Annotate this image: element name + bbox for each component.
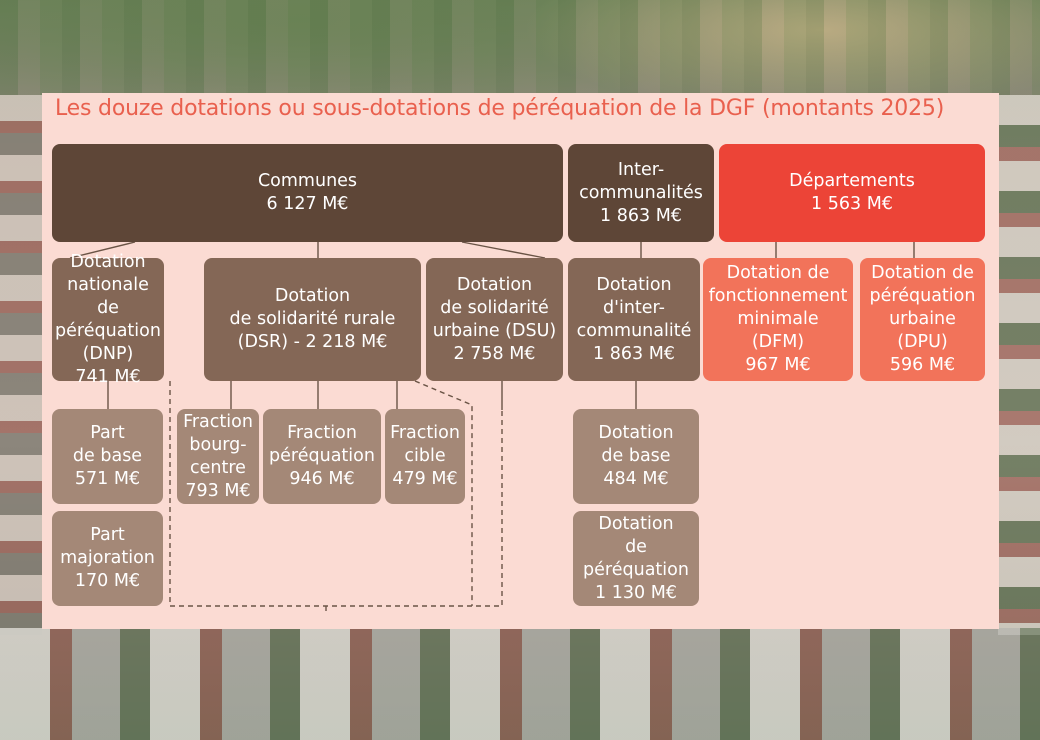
background-rooftops [0,628,1040,740]
dsu-amount: 2 758 M€ [453,343,536,364]
communes-label: Communes [257,171,358,191]
diagram-title: Les douze dotations ou sous-dotations de… [55,96,945,121]
fraction-cible-amount: 479 M€ [392,469,458,489]
dsr-label: Dotation de solidarité rurale (DSR) - 2 … [229,286,396,352]
fraction-cible-box: Fraction cible 479 M€ [385,409,465,504]
departements-label: Départements [789,171,915,191]
communes-box: Communes 6 127 M€ [52,144,563,242]
part-base-box: Part de base 571 M€ [52,409,163,504]
departements-amount: 1 563 M€ [811,194,893,214]
dpu-label: Dotation de péréquation urbaine (DPU) [869,263,976,352]
dsu-box: Dotation de solidarité urbaine (DSU) 2 75… [426,258,563,381]
part-majoration-amount: 170 M€ [74,571,141,591]
departements-box: Départements 1 563 M€ [719,144,985,242]
dotation-base-box: Dotation de base 484 M€ [573,409,699,504]
dfm-amount: 967 M€ [745,355,811,375]
dpu-amount: 596 M€ [889,355,956,375]
dotation-intercommunalite-label: Dotation d'inter- communalité [576,274,692,341]
dotation-base-label: Dotation de base [598,423,674,466]
dfm-box: Dotation de fonctionnement minimale (DFM… [703,258,853,381]
dsu-label: Dotation de solidarité urbaine (DSU) [432,274,557,341]
dnp-label: Dotation nationale de péréquation (DNP) [55,251,161,364]
fraction-bourg-centre-box: Fraction bourg- centre 793 M€ [177,409,259,504]
dsr-box: Dotation de solidarité rurale (DSR) - 2 … [204,258,421,381]
intercommunalites-box: Inter- communalités 1 863 M€ [568,144,714,242]
fraction-bourg-centre-label: Fraction bourg- centre [183,411,253,478]
dfm-label: Dotation de fonctionnement minimale (DFM… [708,263,848,352]
dotation-perequation-amount: 1 130 M€ [595,582,677,603]
fraction-bourg-centre-amount: 793 M€ [185,480,251,501]
dpu-box: Dotation de péréquation urbaine (DPU) 596… [860,258,985,381]
part-majoration-box: Part majoration 170 M€ [52,511,163,606]
fraction-perequation-box: Fraction péréquation 946 M€ [263,409,381,504]
part-majoration-label: Part majoration [60,525,155,568]
dotation-perequation-label: Dotation de péréquation [583,513,689,580]
fraction-perequation-amount: 946 M€ [289,469,355,489]
dnp-box: Dotation nationale de péréquation (DNP) 7… [52,252,164,387]
dotation-perequation-box: Dotation de péréquation 1 130 M€ [573,511,699,606]
fraction-cible-label: Fraction cible [390,423,460,466]
intercommunalites-amount: 1 863 M€ [600,205,682,226]
fraction-perequation-label: Fraction péréquation [269,423,375,466]
background-buildings-right [998,95,1040,635]
dotation-base-amount: 484 M€ [603,469,669,489]
background-trees [0,0,1040,95]
dotation-intercommunalite-amount: 1 863 M€ [593,343,675,364]
part-base-label: Part de base [72,423,143,466]
intercommunalites-label: Inter- communalités [579,159,703,203]
communes-amount: 6 127 M€ [266,194,349,214]
part-base-amount: 571 M€ [74,469,141,489]
dnp-amount: 741 M€ [75,366,141,387]
dotation-intercommunalite-box: Dotation d'inter- communalité 1 863 M€ [568,258,700,381]
background-buildings-left [0,95,42,635]
